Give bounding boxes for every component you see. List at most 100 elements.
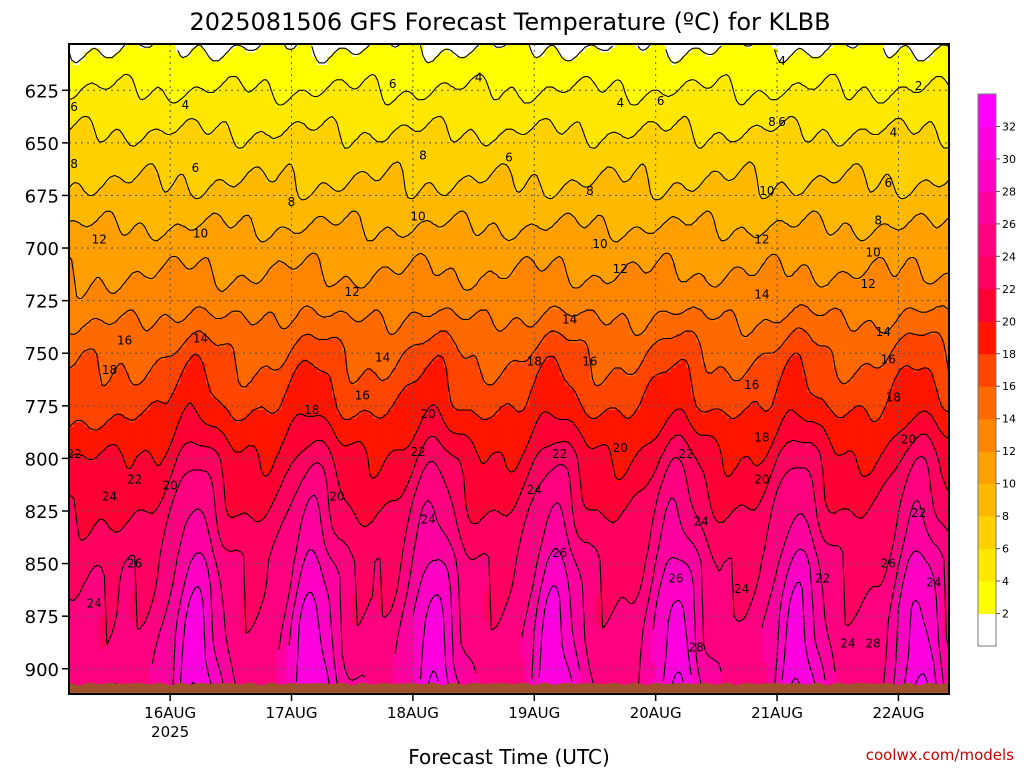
heatmap-cell [170, 57, 176, 62]
heatmap-cell [216, 250, 222, 255]
heatmap-cell [231, 174, 237, 179]
heatmap-cell [221, 439, 227, 444]
heatmap-cell [120, 166, 126, 171]
heatmap-cell [94, 486, 100, 491]
heatmap-cell [104, 48, 110, 53]
heatmap-cell [175, 229, 181, 234]
heatmap-cell [74, 553, 80, 558]
heatmap-cell [145, 137, 151, 142]
heatmap-cell [94, 591, 100, 596]
heatmap-cell [145, 301, 151, 306]
heatmap-cell [190, 313, 196, 318]
heatmap-cell [130, 99, 136, 104]
heatmap-cell [89, 259, 95, 264]
heatmap-cell [145, 397, 151, 402]
heatmap-cell [89, 145, 95, 150]
heatmap-cell [160, 654, 166, 659]
heatmap-cell [99, 545, 105, 550]
heatmap-cell [130, 200, 136, 205]
heatmap-cell [115, 406, 121, 411]
heatmap-cell [211, 439, 217, 444]
heatmap-cell [216, 439, 222, 444]
heatmap-cell [79, 515, 85, 520]
heatmap-cell [226, 393, 232, 398]
heatmap-cell [109, 595, 115, 600]
heatmap-cell [170, 406, 176, 411]
heatmap-cell [99, 158, 105, 163]
heatmap-cell [79, 608, 85, 613]
heatmap-cell [89, 477, 95, 482]
heatmap-cell [155, 107, 161, 112]
heatmap-cell [120, 545, 126, 550]
heatmap-cell [84, 389, 90, 394]
heatmap-cell [135, 158, 141, 163]
heatmap-cell [135, 397, 141, 402]
heatmap-cell [150, 339, 156, 344]
heatmap-cell [231, 48, 237, 53]
heatmap-cell [130, 233, 136, 238]
heatmap-cell [175, 301, 181, 306]
heatmap-cell [190, 326, 196, 331]
heatmap-cell [216, 254, 222, 259]
heatmap-cell [145, 486, 151, 491]
heatmap-cell [185, 132, 191, 137]
heatmap-cell [216, 78, 222, 83]
heatmap-cell [89, 616, 95, 621]
heatmap-cell [206, 465, 212, 470]
heatmap-cell [79, 540, 85, 545]
heatmap-cell [180, 250, 186, 255]
heatmap-cell [130, 65, 136, 70]
heatmap-cell [200, 284, 206, 289]
heatmap-cell [185, 482, 191, 487]
heatmap-cell [84, 410, 90, 415]
heatmap-cell [221, 528, 227, 533]
heatmap-cell [79, 532, 85, 537]
heatmap-cell [99, 78, 105, 83]
heatmap-cell [226, 368, 232, 373]
heatmap-cell [79, 69, 85, 74]
heatmap-cell [226, 540, 232, 545]
heatmap-cell [180, 137, 186, 142]
heatmap-cell [74, 393, 80, 398]
heatmap-cell [150, 187, 156, 192]
heatmap-cell [180, 212, 186, 217]
heatmap-cell [109, 166, 115, 171]
heatmap-cell [200, 486, 206, 491]
heatmap-cell [175, 212, 181, 217]
heatmap-cell [211, 137, 217, 142]
heatmap-cell [190, 482, 196, 487]
heatmap-cell [94, 397, 100, 402]
heatmap-cell [125, 288, 131, 293]
heatmap-cell [79, 233, 85, 238]
heatmap-cell [226, 486, 232, 491]
heatmap-cell [140, 149, 146, 154]
heatmap-cell [115, 662, 121, 667]
heatmap-cell [125, 128, 131, 133]
heatmap-cell [190, 414, 196, 419]
heatmap-cell [195, 82, 201, 87]
heatmap-cell [115, 418, 121, 423]
heatmap-cell [160, 393, 166, 398]
heatmap-cell [130, 414, 136, 419]
heatmap-cell [155, 545, 161, 550]
heatmap-cell [175, 309, 181, 314]
heatmap-cell [150, 330, 156, 335]
heatmap-cell [160, 82, 166, 87]
heatmap-cell [125, 381, 131, 386]
heatmap-cell [150, 229, 156, 234]
heatmap-cell [226, 238, 232, 243]
heatmap-cell [150, 183, 156, 188]
heatmap-cell [104, 263, 110, 268]
heatmap-cell [206, 280, 212, 285]
heatmap-cell [165, 280, 171, 285]
heatmap-cell [89, 69, 95, 74]
heatmap-cell [94, 162, 100, 167]
heatmap-cell [104, 271, 110, 276]
heatmap-cell [211, 376, 217, 381]
heatmap-cell [160, 61, 166, 66]
heatmap-cell [200, 78, 206, 83]
heatmap-cell [130, 153, 136, 158]
heatmap-cell [206, 116, 212, 121]
heatmap-cell [185, 212, 191, 217]
heatmap-cell [145, 284, 151, 289]
